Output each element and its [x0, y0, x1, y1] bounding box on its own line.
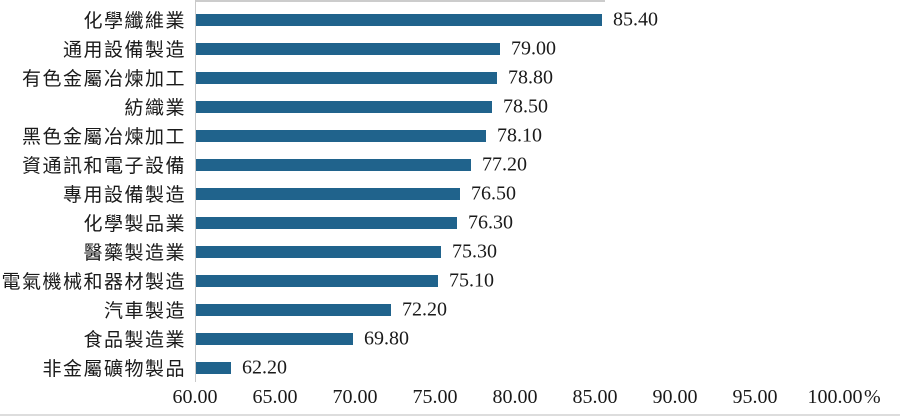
x-axis-unit-label: % [864, 386, 881, 408]
bar-row: 紡織業 78.50 [0, 92, 900, 121]
bar [196, 187, 460, 200]
value-label: 62.20 [242, 356, 287, 378]
bar [196, 303, 391, 316]
value-label: 69.80 [364, 327, 409, 349]
bar-row: 黑色金屬冶煉加工 78.10 [0, 121, 900, 150]
bar-row: 資通訊和電子設備 77.20 [0, 150, 900, 179]
category-label: 資通訊和電子設備 [21, 156, 186, 177]
x-axis-tick-label: 75.00 [412, 386, 458, 408]
bar [196, 332, 353, 345]
bar-row: 有色金屬冶煉加工 78.80 [0, 63, 900, 92]
category-label: 醫藥製造業 [83, 243, 186, 264]
bar-row: 電氣機械和器材製造 75.10 [0, 266, 900, 295]
bar [196, 216, 457, 229]
bar [196, 42, 500, 55]
bar-row: 食品製造業 69.80 [0, 324, 900, 353]
value-label: 78.80 [508, 66, 553, 88]
bar-track: 75.10 [196, 266, 900, 295]
bar-track: 69.80 [196, 324, 900, 353]
value-label: 79.00 [511, 37, 556, 59]
bar-track: 76.30 [196, 208, 900, 237]
y-axis-line [195, 0, 196, 382]
category-label: 化學製品業 [83, 214, 186, 235]
bar-track: 62.20 [196, 353, 900, 382]
x-axis-tick-label: 90.00 [652, 386, 698, 408]
bar [196, 245, 441, 258]
value-label: 85.40 [613, 8, 658, 30]
x-axis-tick-label: 65.00 [252, 386, 298, 408]
bar-row: 化學纖維業 85.40 [0, 5, 900, 34]
bar-track: 79.00 [196, 34, 900, 63]
bar-track: 76.50 [196, 179, 900, 208]
x-axis-tick-label: 95.00 [732, 386, 778, 408]
bar [196, 13, 602, 26]
x-axis-tick-label: 70.00 [332, 386, 378, 408]
bar-track: 85.40 [196, 5, 900, 34]
bar-row: 化學製品業 76.30 [0, 208, 900, 237]
bottom-border-line [0, 414, 900, 416]
value-label: 76.30 [468, 211, 513, 233]
category-label: 黑色金屬冶煉加工 [21, 127, 186, 148]
category-label: 電氣機械和器材製造 [1, 272, 186, 293]
bar [196, 361, 231, 374]
bar-track: 75.30 [196, 237, 900, 266]
bar-track: 78.50 [196, 92, 900, 121]
value-label: 76.50 [471, 182, 516, 204]
bar-track: 78.10 [196, 121, 900, 150]
value-label: 77.20 [482, 153, 527, 175]
bar-row: 專用設備製造 76.50 [0, 179, 900, 208]
category-label: 汽車製造 [103, 301, 186, 322]
category-label: 有色金屬冶煉加工 [21, 69, 186, 90]
bar [196, 158, 471, 171]
bar-row: 非金屬礦物製品 62.20 [0, 353, 900, 382]
category-label: 非金屬礦物製品 [42, 359, 186, 380]
value-label: 78.50 [503, 95, 548, 117]
category-label: 紡織業 [124, 98, 186, 119]
category-label: 專用設備製造 [62, 185, 186, 206]
category-label: 食品製造業 [83, 330, 186, 351]
x-axis-tick-label: 100.00 [807, 386, 863, 408]
bar [196, 129, 486, 142]
top-border-line [196, 0, 605, 2]
category-label: 通用設備製造 [62, 40, 186, 61]
category-label: 化學纖維業 [83, 11, 186, 32]
bar-track: 78.80 [196, 63, 900, 92]
bar [196, 71, 497, 84]
plot-area: 化學纖維業 85.40 通用設備製造 79.00 有色金屬冶煉加工 78.80 紡織業 78.… [0, 0, 900, 382]
x-axis: % 60.00 65.00 70.00 75.00 80.00 85.00 90.00 95.… [0, 386, 900, 412]
value-label: 78.10 [497, 124, 542, 146]
value-label: 72.20 [402, 298, 447, 320]
bar-row: 醫藥製造業 75.30 [0, 237, 900, 266]
x-axis-tick-label: 60.00 [172, 386, 218, 408]
x-axis-tick-label: 85.00 [572, 386, 618, 408]
value-label: 75.30 [452, 240, 497, 262]
bar [196, 274, 438, 287]
bar-track: 72.20 [196, 295, 900, 324]
value-label: 75.10 [449, 269, 494, 291]
bar-row: 通用設備製造 79.00 [0, 34, 900, 63]
bar [196, 100, 492, 113]
bar-row: 汽車製造 72.20 [0, 295, 900, 324]
bar-track: 77.20 [196, 150, 900, 179]
x-axis-tick-label: 80.00 [492, 386, 538, 408]
bar-rows: 化學纖維業 85.40 通用設備製造 79.00 有色金屬冶煉加工 78.80 紡織業 78.… [0, 5, 900, 382]
